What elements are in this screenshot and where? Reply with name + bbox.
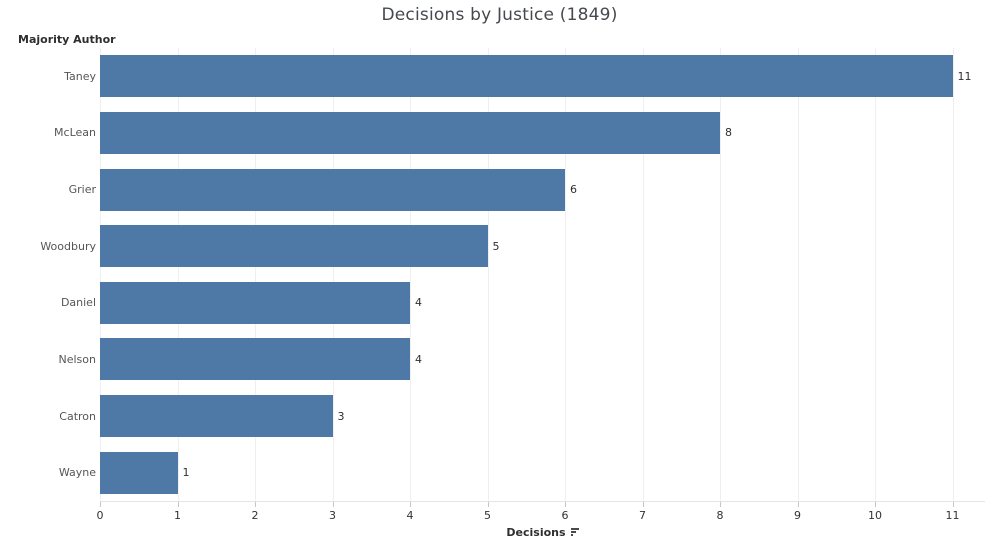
category-label-taney: Taney bbox=[64, 69, 96, 83]
x-tick bbox=[642, 502, 644, 507]
gridline bbox=[410, 48, 411, 501]
bar-row: 4 bbox=[100, 275, 985, 332]
x-tick bbox=[332, 502, 334, 507]
chart-title: Decisions by Justice (1849) bbox=[381, 5, 618, 25]
x-tick bbox=[565, 502, 566, 507]
category-label-woodbury: Woodbury bbox=[40, 239, 96, 253]
gridline bbox=[797, 48, 799, 501]
gridline bbox=[565, 48, 566, 501]
bar-grier[interactable] bbox=[100, 168, 565, 211]
x-axis: 0 1 2 3 4 5 6 7 8 9 10 11 bbox=[96, 501, 985, 528]
category-label-daniel: Daniel bbox=[60, 296, 96, 310]
category-label-catron: Catron bbox=[59, 409, 96, 423]
bar-value-label: 6 bbox=[570, 183, 577, 197]
bar-catron[interactable] bbox=[100, 395, 333, 438]
x-tick-label: 11 bbox=[945, 509, 960, 522]
bar-row: 3 bbox=[100, 388, 985, 445]
x-tick bbox=[100, 502, 101, 507]
bar-value-label: 5 bbox=[492, 239, 500, 253]
gridline bbox=[255, 48, 256, 501]
x-tick-label: 2 bbox=[251, 509, 259, 522]
bar-row: 8 bbox=[100, 105, 985, 162]
category-label-mclean: McLean bbox=[54, 126, 96, 140]
bar-row: 11 bbox=[100, 48, 985, 105]
gridline bbox=[487, 48, 489, 501]
x-tick bbox=[255, 502, 256, 507]
x-tick-label: 8 bbox=[716, 509, 724, 522]
bar-value-label: 1 bbox=[182, 466, 190, 480]
x-tick bbox=[410, 502, 411, 507]
bar-rows: 11 8 6 5 4 4 3 1 bbox=[100, 48, 985, 501]
x-tick-label: 7 bbox=[639, 509, 646, 522]
x-axis-title: Decisions bbox=[100, 526, 985, 539]
bar-row: 4 bbox=[100, 331, 985, 388]
bar-value-label: 4 bbox=[415, 352, 422, 366]
bar-row: 1 bbox=[100, 444, 985, 501]
bar-value-label: 3 bbox=[337, 409, 345, 423]
bar-taney[interactable] bbox=[100, 55, 953, 98]
gridline bbox=[720, 48, 721, 501]
gridline bbox=[875, 48, 876, 501]
gridline bbox=[177, 48, 179, 501]
x-tick-label: 0 bbox=[96, 509, 104, 522]
x-tick bbox=[487, 502, 489, 507]
x-tick bbox=[952, 502, 954, 507]
x-tick-label: 6 bbox=[561, 509, 569, 522]
category-axis: Taney McLean Grier Woodbury Daniel Nelson Catr… bbox=[0, 48, 96, 501]
row-axis-label: Majority Author bbox=[18, 33, 116, 46]
bar-woodbury[interactable] bbox=[100, 225, 488, 268]
bar-row: 6 bbox=[100, 161, 985, 218]
sort-descending-icon[interactable] bbox=[570, 528, 579, 536]
bar-row: 5 bbox=[100, 218, 985, 275]
x-tick-label: 3 bbox=[329, 509, 336, 522]
bar-value-label: 8 bbox=[725, 126, 732, 140]
gridline bbox=[952, 48, 954, 501]
gridline bbox=[100, 48, 101, 501]
x-tick-label: 5 bbox=[484, 509, 491, 522]
plot-area: 11 8 6 5 4 4 3 1 bbox=[100, 48, 985, 501]
category-label-grier: Grier bbox=[68, 183, 96, 197]
bar-value-label: 11 bbox=[957, 69, 972, 83]
bar-daniel[interactable] bbox=[100, 281, 410, 324]
bar-mclean[interactable] bbox=[100, 111, 720, 154]
category-label-nelson: Nelson bbox=[58, 352, 97, 366]
x-tick bbox=[720, 502, 721, 507]
bar-nelson[interactable] bbox=[100, 338, 410, 381]
gridline bbox=[332, 48, 334, 501]
x-tick-label: 4 bbox=[406, 509, 414, 522]
x-tick bbox=[797, 502, 799, 507]
x-tick-label: 10 bbox=[868, 509, 882, 522]
x-tick-label: 1 bbox=[174, 509, 181, 522]
x-tick bbox=[875, 502, 876, 507]
bar-wayne[interactable] bbox=[100, 451, 178, 494]
x-tick bbox=[177, 502, 179, 507]
x-axis-title-text: Decisions bbox=[506, 526, 566, 539]
gridline bbox=[642, 48, 644, 501]
x-tick-label: 9 bbox=[794, 509, 801, 522]
category-label-wayne: Wayne bbox=[58, 466, 96, 480]
bar-value-label: 4 bbox=[415, 296, 422, 310]
